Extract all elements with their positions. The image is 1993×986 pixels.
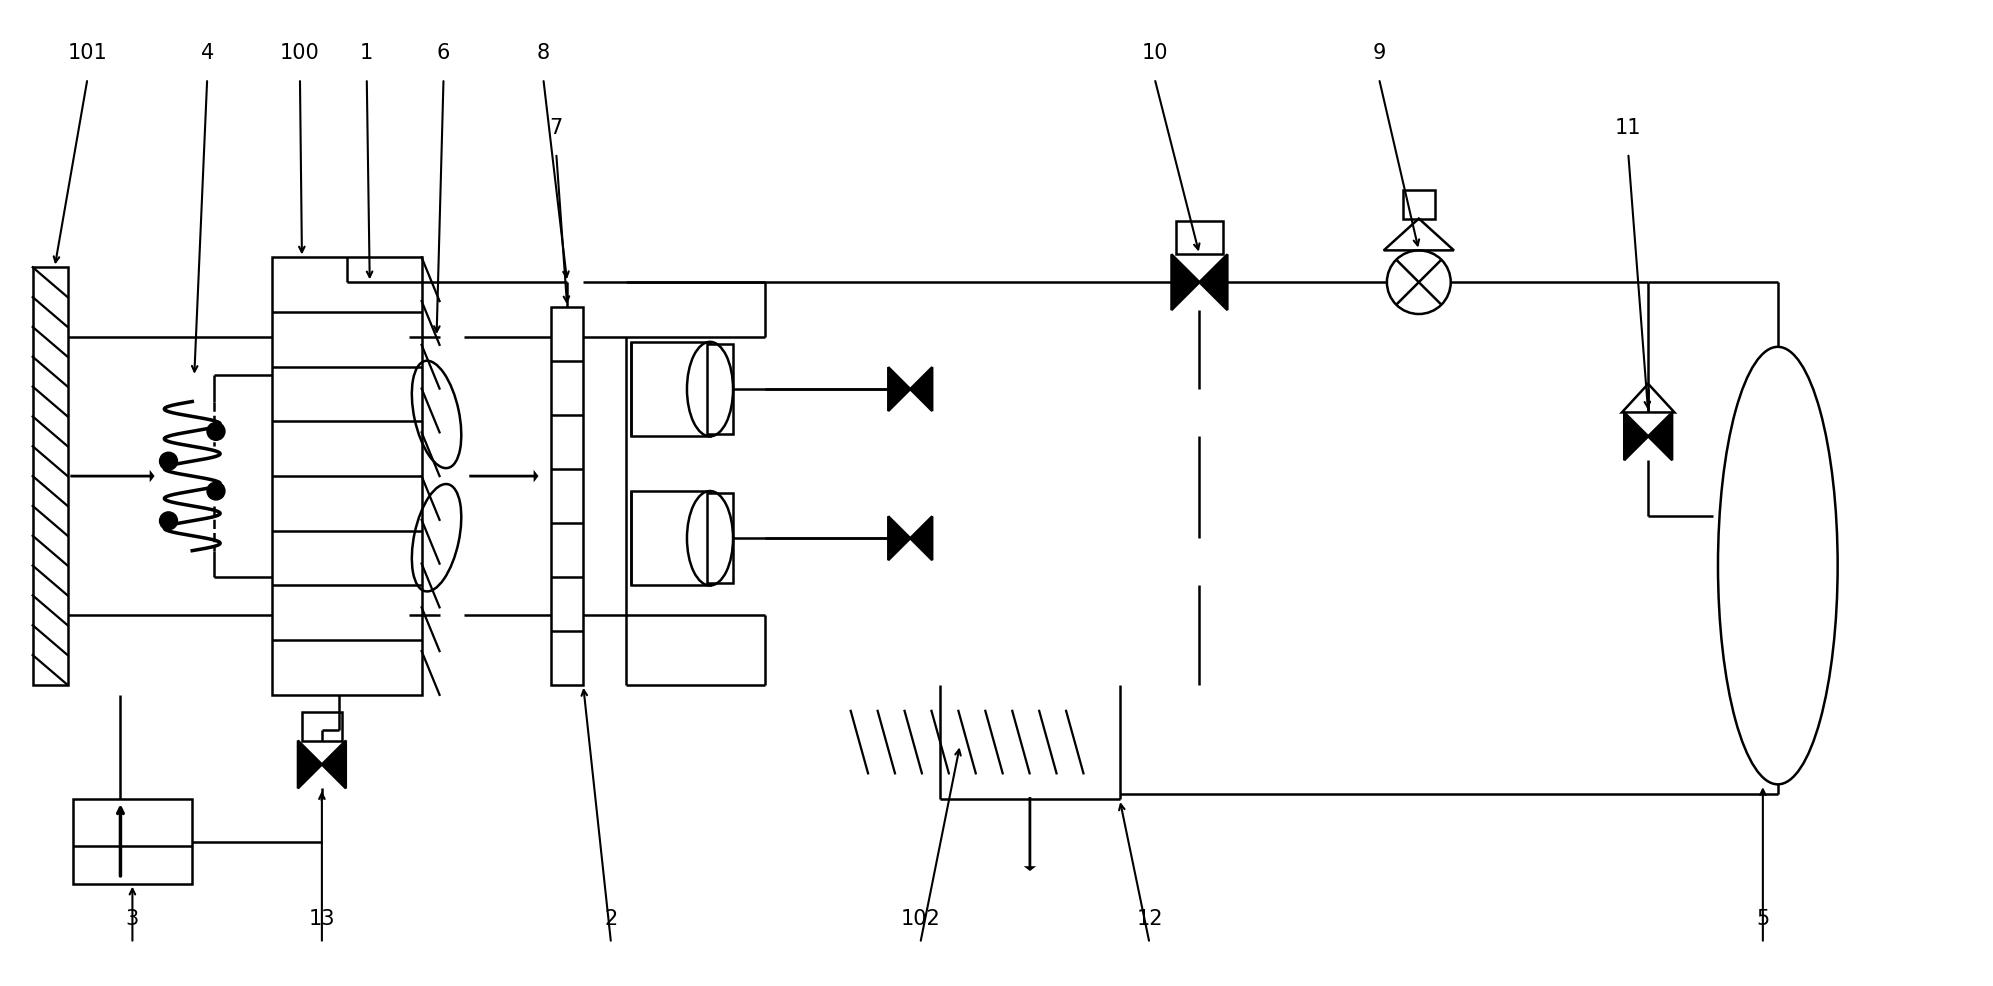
Polygon shape <box>911 367 933 411</box>
Bar <box>632 342 710 437</box>
Bar <box>708 493 733 584</box>
Polygon shape <box>323 740 347 789</box>
Polygon shape <box>1172 254 1200 310</box>
Text: 12: 12 <box>1136 908 1162 929</box>
Polygon shape <box>889 367 911 411</box>
Bar <box>708 344 733 434</box>
Text: 3: 3 <box>126 908 140 929</box>
Circle shape <box>207 422 225 441</box>
Polygon shape <box>1200 254 1228 310</box>
Text: 10: 10 <box>1142 43 1168 63</box>
Polygon shape <box>297 740 323 789</box>
Text: 102: 102 <box>901 908 941 929</box>
Text: 6: 6 <box>436 43 450 63</box>
Circle shape <box>159 453 177 470</box>
Text: 5: 5 <box>1756 908 1770 929</box>
Text: 2: 2 <box>604 908 618 929</box>
Text: 13: 13 <box>309 908 335 929</box>
Text: 101: 101 <box>68 43 108 63</box>
Bar <box>1176 221 1224 254</box>
Text: 1: 1 <box>361 43 373 63</box>
Circle shape <box>207 482 225 500</box>
Bar <box>32 267 68 685</box>
Text: 8: 8 <box>536 43 550 63</box>
Polygon shape <box>1648 412 1672 460</box>
Polygon shape <box>911 517 933 560</box>
Polygon shape <box>889 517 911 560</box>
Text: 4: 4 <box>201 43 213 63</box>
Text: 9: 9 <box>1373 43 1385 63</box>
Text: 100: 100 <box>281 43 319 63</box>
Bar <box>301 712 343 740</box>
Circle shape <box>159 512 177 529</box>
Bar <box>271 257 423 695</box>
Bar <box>1403 190 1435 219</box>
Bar <box>552 307 584 685</box>
Text: 11: 11 <box>1614 118 1642 138</box>
Polygon shape <box>1624 412 1648 460</box>
Bar <box>72 800 191 883</box>
Text: 7: 7 <box>550 118 562 138</box>
Bar <box>632 491 710 586</box>
